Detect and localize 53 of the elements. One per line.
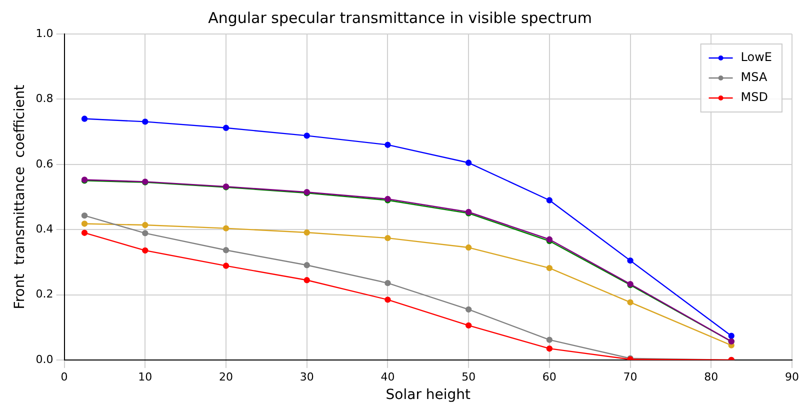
y-tick-label: 0.6 [36, 157, 54, 170]
point [546, 336, 553, 343]
point [465, 244, 472, 251]
legend-label: MSA [740, 70, 768, 84]
x-tick-label: 70 [623, 370, 638, 384]
point [222, 124, 230, 131]
point [546, 264, 553, 272]
point [546, 197, 553, 204]
point [142, 230, 148, 236]
point [546, 345, 553, 352]
point [222, 262, 230, 269]
point [142, 222, 148, 228]
y-tick-label: 0.8 [36, 92, 54, 106]
legend-label: MSD [740, 90, 768, 104]
point [465, 306, 472, 313]
x-tick-label: 80 [704, 370, 718, 384]
x-tick-label: 10 [138, 370, 152, 384]
point [384, 280, 391, 286]
x-tick-label: 20 [219, 370, 234, 384]
point [222, 225, 230, 232]
y-tick-label: 0.0 [36, 352, 54, 366]
y-tick-label: 0.2 [36, 288, 54, 301]
chart-title: Angular specular transmittance in visible spectrum [208, 8, 592, 27]
x-tick-label: 50 [462, 370, 476, 384]
x-tick-label: 30 [300, 370, 314, 384]
point [465, 322, 472, 329]
point [384, 296, 391, 303]
point [304, 132, 310, 139]
legend-label: LowE [740, 50, 772, 64]
y-axis-title: Front transmittance coefficient [12, 84, 28, 310]
x-tick-label: 0 [60, 370, 68, 384]
point [81, 116, 88, 122]
x-axis-title: Solar height [386, 387, 472, 404]
point [304, 277, 310, 284]
point [627, 299, 634, 306]
point [81, 230, 88, 236]
point [304, 229, 310, 236]
point [81, 220, 88, 227]
y-tick-label: 0.4 [36, 222, 54, 236]
x-tick-label: 60 [542, 370, 556, 384]
point [304, 262, 310, 268]
x-tick-label: 90 [785, 370, 799, 384]
point [384, 142, 391, 148]
point [222, 247, 230, 254]
point [142, 118, 148, 125]
x-tick-label: 40 [380, 370, 395, 384]
point [142, 247, 148, 254]
y-tick-label: 1.0 [36, 26, 54, 40]
point [465, 160, 472, 166]
point [728, 332, 734, 339]
point [81, 212, 88, 219]
point [627, 257, 634, 264]
point [384, 234, 391, 242]
